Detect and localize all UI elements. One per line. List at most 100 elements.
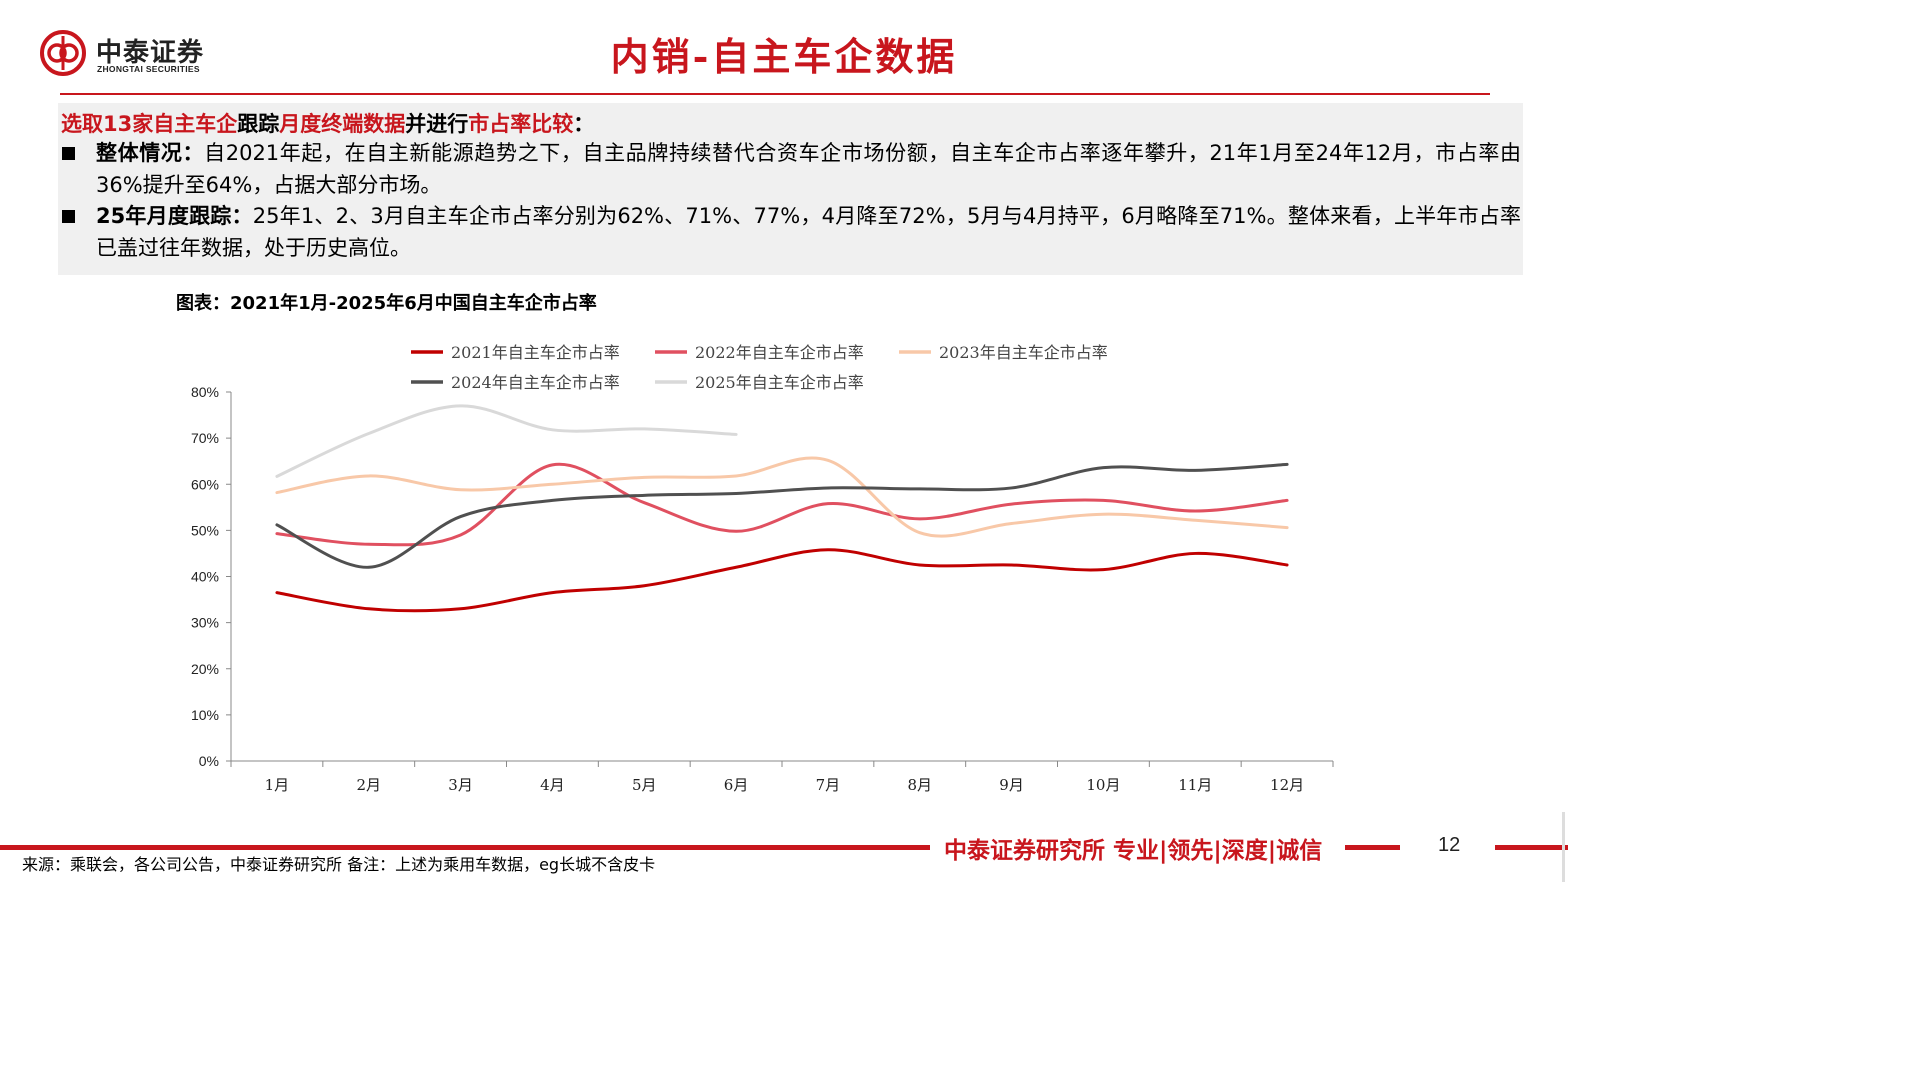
data-point xyxy=(367,475,370,477)
series-line xyxy=(275,462,1289,547)
data-point xyxy=(735,475,737,477)
data-point xyxy=(643,494,646,497)
edge-decoration xyxy=(1562,812,1565,882)
data-point xyxy=(643,584,646,587)
data-point xyxy=(459,515,462,518)
data-point xyxy=(643,476,646,479)
data-point xyxy=(827,487,829,489)
y-tick-label: 0% xyxy=(199,753,219,769)
series-line xyxy=(275,456,1289,538)
footer-slogan: 中泰证券研究所 专业|领先|深度|诚信 xyxy=(944,838,1323,864)
intro-segment: 市占率比较 xyxy=(468,112,574,136)
x-tick-label: 2月 xyxy=(356,776,381,794)
company-logo: 中泰证券 ZHONGTAI SECURITIES xyxy=(40,30,230,78)
y-tick-label: 80% xyxy=(191,384,219,400)
data-point xyxy=(1010,564,1013,566)
y-tick-label: 70% xyxy=(191,430,219,446)
bullet-text: 整体情况：自2021年起，在自主新能源趋势之下，自主品牌持续替代合资车企市场份额… xyxy=(96,137,1521,201)
x-tick-label: 7月 xyxy=(816,776,841,794)
data-point xyxy=(459,534,462,536)
data-point xyxy=(1102,499,1105,502)
data-point xyxy=(1010,487,1013,489)
intro-segment: 并进行 xyxy=(405,112,469,136)
bullet-body: 25年1、2、3月自主车企市占率分别为62%、71%、77%，4月降至72%，5… xyxy=(96,204,1521,260)
x-tick-label: 3月 xyxy=(448,776,473,794)
data-point xyxy=(367,432,370,435)
data-point xyxy=(459,607,462,610)
data-point xyxy=(827,459,829,462)
summary-box: 选取13家自主车企跟踪月度终端数据并进行市占率比较： 整体情况：自2021年起，… xyxy=(58,103,1523,275)
y-tick-label: 10% xyxy=(191,707,219,723)
data-point xyxy=(459,488,462,491)
data-point xyxy=(735,566,737,569)
data-point xyxy=(1102,513,1105,516)
page-title: 内销-自主车企数据 xyxy=(610,34,958,79)
series-line xyxy=(275,462,1289,569)
legend-label: 2022年自主车企市占率 xyxy=(695,343,864,362)
data-point xyxy=(276,524,278,526)
legend-label: 2023年自主车企市占率 xyxy=(939,343,1108,362)
x-tick-label: 10月 xyxy=(1086,776,1120,794)
x-tick-label: 5月 xyxy=(632,776,657,794)
data-point xyxy=(735,492,737,495)
data-point xyxy=(1010,503,1013,505)
intro-segment: 跟踪 xyxy=(237,112,280,136)
data-point xyxy=(276,475,278,478)
data-point xyxy=(827,548,829,551)
footer-divider xyxy=(1495,845,1568,850)
data-point xyxy=(1286,499,1288,502)
data-point xyxy=(1194,469,1197,472)
bullet-body: 自2021年起，在自主新能源趋势之下，自主品牌持续替代合资车企市场份额，自主车企… xyxy=(96,141,1522,197)
legend-label: 2024年自主车企市占率 xyxy=(451,373,620,392)
logo-name-en: ZHONGTAI SECURITIES xyxy=(97,64,200,74)
footer-divider xyxy=(0,845,930,850)
data-point xyxy=(551,499,554,502)
data-point xyxy=(918,488,921,490)
y-tick-label: 20% xyxy=(191,661,219,677)
intro-segment: 选取13家自主车企 xyxy=(61,112,238,136)
footer-divider xyxy=(1345,845,1400,850)
data-point xyxy=(1194,552,1197,555)
legend-label: 2021年自主车企市占率 xyxy=(451,343,620,362)
data-point xyxy=(735,530,737,533)
y-tick-label: 50% xyxy=(191,522,219,538)
square-bullet-icon xyxy=(62,210,75,223)
y-tick-label: 30% xyxy=(191,615,219,631)
data-point xyxy=(1010,522,1013,525)
data-point xyxy=(918,531,921,534)
market-share-line-chart: 0% 10% 20% 30% 40% 50% 60% 70% 80% 1月 2月 3月 4月 5月 6月 7月… xyxy=(191,343,1334,794)
y-tick-label: 60% xyxy=(191,476,219,492)
data-point xyxy=(459,405,462,407)
data-point xyxy=(551,464,554,466)
page-number: 12 xyxy=(1438,834,1461,856)
data-point xyxy=(1286,564,1288,566)
intro-segment: 月度终端数据 xyxy=(279,112,406,136)
data-point xyxy=(918,564,921,566)
x-tick-label: 1月 xyxy=(265,776,290,794)
series-line xyxy=(275,548,1289,613)
summary-intro: 选取13家自主车企跟踪月度终端数据并进行市占率比较： xyxy=(61,108,594,138)
chart-title: 图表：2021年1月-2025年6月中国自主车企市占率 xyxy=(176,293,597,314)
data-point xyxy=(551,429,554,431)
x-tick-label: 11月 xyxy=(1178,776,1212,794)
logo-name-cn: 中泰证券 xyxy=(96,38,205,68)
data-point xyxy=(276,532,278,535)
data-point xyxy=(551,591,554,594)
data-point xyxy=(1102,466,1105,469)
data-point xyxy=(551,483,554,486)
data-point xyxy=(827,502,829,505)
intro-segment: ： xyxy=(573,112,595,136)
data-point xyxy=(1286,463,1288,466)
zhongtai-logo-icon xyxy=(40,30,86,76)
data-point xyxy=(1194,510,1197,512)
bullet-heading: 整体情况： xyxy=(96,141,205,165)
source-note: 来源：乘联会，各公司公告，中泰证券研究所 备注：上述为乘用车数据，eg长城不含皮… xyxy=(22,855,656,874)
x-tick-label: 6月 xyxy=(724,776,749,794)
data-point xyxy=(1194,519,1197,522)
data-point xyxy=(735,433,737,436)
data-point xyxy=(276,591,278,594)
square-bullet-icon xyxy=(62,147,75,160)
x-tick-label: 9月 xyxy=(999,776,1024,794)
title-divider xyxy=(60,93,1490,95)
data-point xyxy=(643,501,646,504)
